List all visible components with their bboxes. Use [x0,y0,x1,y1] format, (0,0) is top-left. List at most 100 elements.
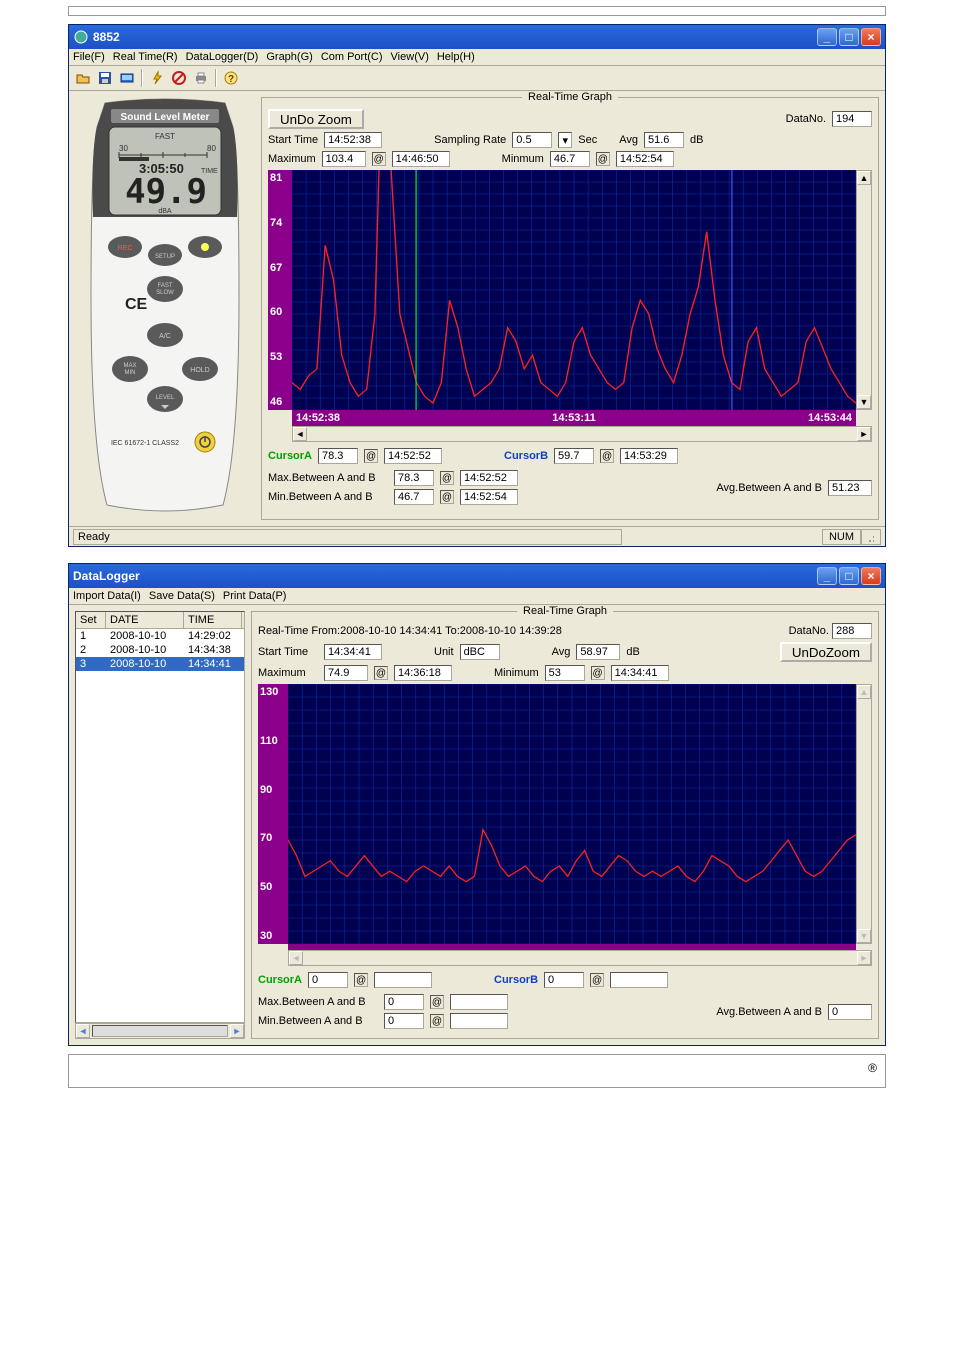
min-ab-field[interactable]: 0 [384,1013,424,1029]
undo-zoom-button[interactable]: UnDoZoom [780,642,872,662]
avg-ab-label: Avg.Between A and B [716,1006,822,1018]
cursor-a-time-field[interactable]: 14:52:52 [384,448,442,464]
max-ab-field[interactable]: 0 [384,994,424,1010]
menu-datalogger[interactable]: DataLogger(D) [186,51,259,63]
scroll-down-icon[interactable]: ▼ [857,395,871,409]
max-ab-field[interactable]: 78.3 [394,470,434,486]
cursor-b-time-field[interactable]: 14:53:29 [620,448,678,464]
print-icon[interactable] [191,68,211,88]
start-time-field[interactable]: 14:34:41 [324,644,382,660]
min-ab-time-field[interactable] [450,1013,508,1029]
cursor-b-field[interactable]: 59.7 [554,448,594,464]
save-icon[interactable] [95,68,115,88]
bolt-icon[interactable] [147,68,167,88]
max-field[interactable]: 103.4 [322,151,366,167]
horizontal-scrollbar[interactable]: ◄ ► [75,1023,245,1039]
titlebar[interactable]: 8852 _ □ × [69,25,885,49]
scroll-left-icon[interactable]: ◄ [76,1024,90,1038]
min-field[interactable]: 53 [545,665,585,681]
chart[interactable]: 13011090705030 ▲ ▼ [258,684,872,944]
menu-save[interactable]: Save Data(S) [149,590,215,602]
cursor-b-time-field[interactable] [610,972,668,988]
data-table[interactable]: SetDATETIME 12008-10-1014:29:0222008-10-… [75,611,245,1023]
svg-text:HOLD: HOLD [190,367,209,374]
menu-import[interactable]: Import Data(I) [73,590,141,602]
minimize-button[interactable]: _ [817,28,837,46]
start-time-field[interactable]: 14:52:38 [324,132,382,148]
sampling-rate-dropdown[interactable]: ▾ [558,132,572,148]
titlebar[interactable]: DataLogger _ □ × [69,564,885,588]
cursor-a-field[interactable]: 0 [308,972,348,988]
chart[interactable]: 817467605346 ▲ ▼ [268,170,872,410]
vertical-scrollbar[interactable]: ▲ ▼ [856,170,872,410]
minimize-button[interactable]: _ [817,567,837,585]
min-time-field[interactable]: 14:34:41 [611,665,669,681]
unit-field[interactable]: dBC [460,644,500,660]
menu-realtime[interactable]: Real Time(R) [113,51,178,63]
maximize-button[interactable]: □ [839,567,859,585]
resize-grip-icon[interactable] [861,529,881,545]
stop-icon[interactable] [169,68,189,88]
cursor-a-label: CursorA [258,974,302,986]
menu-comport[interactable]: Com Port(C) [321,51,383,63]
menu-graph[interactable]: Graph(G) [266,51,312,63]
vertical-scrollbar[interactable]: ▲ ▼ [856,684,872,944]
avg-ab-field[interactable]: 0 [828,1004,872,1020]
min-ab-field[interactable]: 46.7 [394,489,434,505]
horizontal-scrollbar[interactable]: ◄ ► [292,426,872,442]
avg-ab-field[interactable]: 51.23 [828,480,872,496]
scroll-left-icon[interactable]: ◄ [293,427,307,441]
scroll-right-icon[interactable]: ► [857,951,871,965]
scroll-up-icon[interactable]: ▲ [857,171,871,185]
min-time-field[interactable]: 14:52:54 [616,151,674,167]
table-row[interactable]: 22008-10-1014:34:38 [76,643,244,657]
min-field[interactable]: 46.7 [550,151,590,167]
undo-zoom-button[interactable]: UnDo Zoom [268,109,364,129]
max-ab-time-field[interactable]: 14:52:52 [460,470,518,486]
scroll-right-icon[interactable]: ► [230,1024,244,1038]
data-no-field[interactable]: 194 [832,111,872,127]
horizontal-scrollbar[interactable]: ◄ ► [288,950,872,966]
menu-view[interactable]: View(V) [391,51,429,63]
max-time-field[interactable]: 14:46:50 [392,151,450,167]
table-row[interactable]: 12008-10-1014:29:02 [76,629,244,643]
cursor-a-field[interactable]: 78.3 [318,448,358,464]
cursor-b-field[interactable]: 0 [544,972,584,988]
max-time-field[interactable]: 14:36:18 [394,665,452,681]
cursor-a-time-field[interactable] [374,972,432,988]
sec-label: Sec [578,134,597,146]
toolbar: ? [69,66,885,91]
scroll-right-icon[interactable]: ► [857,427,871,441]
scroll-up-icon[interactable]: ▲ [857,685,871,699]
at-icon: @ [590,973,604,987]
menu-file[interactable]: File(F) [73,51,105,63]
y-axis: 13011090705030 [258,684,288,944]
close-button[interactable]: × [861,28,881,46]
sampling-rate-field[interactable]: 0.5 [512,132,552,148]
scroll-down-icon[interactable]: ▼ [857,929,871,943]
menu-print[interactable]: Print Data(P) [223,590,287,602]
maximize-button[interactable]: □ [839,28,859,46]
view-icon[interactable] [117,68,137,88]
avg-ab-label: Avg.Between A and B [716,482,822,494]
min-ab-label: Min.Between A and B [258,1015,378,1027]
min-ab-label: Min.Between A and B [268,491,388,503]
max-ab-time-field[interactable] [450,994,508,1010]
menu-help[interactable]: Help(H) [437,51,475,63]
avg-field[interactable]: 51.6 [644,132,684,148]
group-legend: Real-Time Graph [522,91,618,103]
min-ab-time-field[interactable]: 14:52:54 [460,489,518,505]
window-title: 8852 [93,30,817,44]
unit-label: Unit [434,646,454,658]
realtime-graph-group: Real-Time Graph Real-Time From:2008-10-1… [251,611,879,1039]
data-no-field[interactable]: 288 [832,623,872,639]
svg-text:49.9: 49.9 [125,172,207,212]
max-field[interactable]: 74.9 [324,665,368,681]
scroll-left-icon[interactable]: ◄ [289,951,303,965]
table-row[interactable]: 32008-10-1014:34:41 [76,657,244,671]
open-icon[interactable] [73,68,93,88]
avg-field[interactable]: 58.97 [576,644,620,660]
help-icon[interactable]: ? [221,68,241,88]
db-label: dB [626,646,639,658]
close-button[interactable]: × [861,567,881,585]
